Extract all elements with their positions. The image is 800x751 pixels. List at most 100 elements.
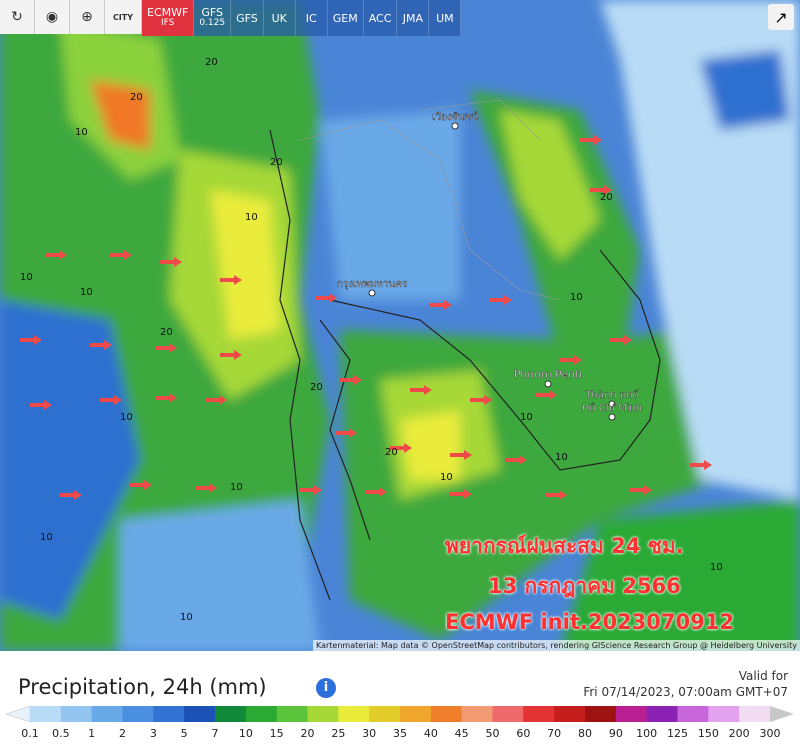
legend-value: 200 xyxy=(729,727,750,740)
wind-arrow xyxy=(205,395,227,405)
place-label: Phnom Penh xyxy=(514,368,582,381)
legend-value: 40 xyxy=(424,727,438,740)
legend-value: 50 xyxy=(486,727,500,740)
model-sub: IFS xyxy=(160,18,175,28)
overlay-line: 13 กรกฎาคม 2566 xyxy=(488,574,681,598)
legend-high-end xyxy=(770,706,794,722)
city-button[interactable]: CITY xyxy=(105,0,142,34)
wind-arrow xyxy=(160,257,182,267)
legend-swatch xyxy=(400,706,432,722)
legend-value: 10 xyxy=(239,727,253,740)
model-button[interactable]: IC xyxy=(295,0,328,36)
wind-arrow xyxy=(505,455,527,465)
legend-title: Precipitation, 24h (mm) xyxy=(18,675,267,699)
model-button[interactable]: ACC xyxy=(363,0,398,36)
contour-label: 20 xyxy=(600,192,613,203)
place-dot xyxy=(608,413,616,421)
legend-swatch xyxy=(523,706,555,722)
legend-value: 20 xyxy=(301,727,315,740)
legend-swatch xyxy=(60,706,93,722)
wind-arrow xyxy=(45,250,67,260)
legend-swatch xyxy=(122,706,154,722)
attribution: Kartenmaterial: Map data © OpenStreetMap… xyxy=(312,640,800,651)
contour-label: 10 xyxy=(710,562,723,573)
map[interactable]: Phnom Penh Thành phố Hồ Chí Minh กรุงเทพมหา… xyxy=(0,0,800,651)
place-label: Thành phố xyxy=(584,389,638,401)
wind-arrow xyxy=(300,485,322,495)
wind-arrow xyxy=(450,450,472,460)
model-name: ACC xyxy=(368,11,392,25)
legend-swatch xyxy=(276,706,308,722)
info-button[interactable]: i xyxy=(316,678,336,698)
wind-arrow xyxy=(580,135,602,145)
legend-value: 70 xyxy=(547,727,561,740)
wind-arrow xyxy=(410,385,432,395)
legend-swatch xyxy=(91,706,123,722)
model-name: IC xyxy=(305,11,317,25)
wind-arrow xyxy=(195,483,217,493)
wind-arrow xyxy=(130,480,152,490)
model-button[interactable]: GFS xyxy=(231,0,264,36)
legend-value: 5 xyxy=(181,727,188,740)
legend-value: 30 xyxy=(362,727,376,740)
model-button[interactable]: JMA xyxy=(397,0,430,36)
place-dot xyxy=(608,400,616,408)
wind-arrow xyxy=(560,355,582,365)
legend-swatch xyxy=(646,706,678,722)
legend-swatch xyxy=(554,706,586,722)
wind-arrow xyxy=(470,395,492,405)
legend-value: 125 xyxy=(667,727,688,740)
legend-value: 3 xyxy=(150,727,157,740)
contour-label: 10 xyxy=(230,482,243,493)
legend-swatch xyxy=(338,706,370,722)
reload-button[interactable]: ↻ xyxy=(0,0,35,34)
model-button[interactable]: GFS 0.125 xyxy=(194,0,232,36)
model-button[interactable]: GEM xyxy=(327,0,364,36)
contour-label: 10 xyxy=(120,412,133,423)
share-button[interactable]: ↗ xyxy=(768,4,794,30)
model-button[interactable]: UM xyxy=(429,0,462,36)
contour-label: 20 xyxy=(310,382,323,393)
wind-arrow xyxy=(60,490,82,500)
place-dot xyxy=(544,380,552,388)
wind-arrow xyxy=(690,460,712,470)
contour-labels: 20 20 10 20 10 10 10 20 10 10 10 20 10 10 10 20 10 20 10 10 xyxy=(20,57,723,623)
toolbar: ↻ ◉ ⊕ CITY ECMWF IFS GFS 0.125 GFS UK IC GEM ACC… xyxy=(0,0,462,36)
legend-swatch xyxy=(677,706,709,722)
legend-value: 100 xyxy=(636,727,657,740)
wind-arrow xyxy=(20,335,42,345)
model-button[interactable]: ECMWF IFS xyxy=(142,0,195,36)
contour-label: 20 xyxy=(130,92,143,103)
contour-label: 10 xyxy=(440,472,453,483)
place-label: กรุงเทพมหานคร xyxy=(337,279,408,290)
place-label: เวียงจันทน์ xyxy=(432,111,478,123)
legend-value: 80 xyxy=(578,727,592,740)
legend-low-end xyxy=(5,705,31,723)
zoom-button[interactable]: ⊕ xyxy=(70,0,105,34)
model-name: JMA xyxy=(402,11,424,25)
model-name: GFS xyxy=(236,11,258,25)
contour-label: 10 xyxy=(75,127,88,138)
model-name: UK xyxy=(271,11,287,25)
legend-swatch xyxy=(153,706,185,722)
wind-arrow xyxy=(340,375,362,385)
wind-arrow xyxy=(220,350,242,360)
contour-label: 10 xyxy=(570,292,583,303)
overlay-line: พยากรณ์ฝนสะสม 24 ชม. xyxy=(445,534,684,558)
wind-arrow xyxy=(630,485,652,495)
model-button[interactable]: UK xyxy=(263,0,296,36)
location-button[interactable]: ◉ xyxy=(35,0,70,34)
legend-value: 150 xyxy=(698,727,719,740)
wind-arrow xyxy=(590,185,612,195)
legend-value: 45 xyxy=(455,727,469,740)
wind-arrow xyxy=(450,489,472,499)
wind-arrow xyxy=(90,340,112,350)
wind-arrow xyxy=(110,250,132,260)
borders xyxy=(299,99,561,301)
wind-arrow xyxy=(30,400,52,410)
model-list: ECMWF IFS GFS 0.125 GFS UK IC GEM ACC JMA UM xyxy=(142,0,462,36)
legend-swatch xyxy=(461,706,493,722)
legend-swatch xyxy=(369,706,401,722)
